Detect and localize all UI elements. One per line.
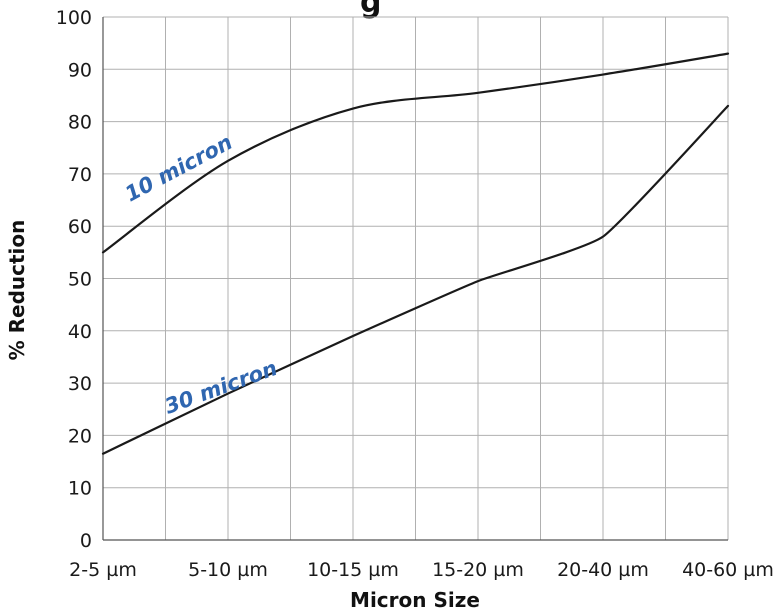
x-tick-label: 2-5 µm (69, 559, 137, 581)
x-tick-label: 10-15 µm (307, 559, 399, 581)
y-tick-label: 90 (68, 59, 92, 81)
series-line-10-micron (101, 52, 730, 254)
x-tick-label: 20-40 µm (557, 559, 649, 581)
y-tick-label: 0 (80, 530, 92, 552)
y-tick-label: 20 (68, 425, 92, 447)
y-tick-label: 80 (68, 112, 92, 134)
grid (103, 16, 729, 540)
y-tick-label: 100 (56, 7, 92, 29)
series-label-30-micron: 30 micron (162, 356, 281, 419)
y-tick-label: 70 (68, 164, 92, 186)
y-tick-label: 40 (68, 321, 92, 343)
y-tick-label: 10 (68, 478, 92, 500)
series-lines (101, 52, 730, 455)
y-tick-label: 60 (68, 216, 92, 238)
x-tick-label: 15-20 µm (432, 559, 524, 581)
x-tick-label: 5-10 µm (188, 559, 268, 581)
x-axis-title: Micron Size (350, 588, 480, 612)
y-tick-label: 50 (68, 269, 92, 291)
chart-title-fragment: g (360, 0, 381, 20)
series-line-30-micron (101, 104, 730, 455)
x-tick-label: 40-60 µm (682, 559, 774, 581)
y-tick-label: 30 (68, 373, 92, 395)
y-axis-title: % Reduction (5, 220, 29, 361)
tick-labels: 0 10 20 30 40 50 60 70 80 90 100 2-5 µm 5-10 µm 10-15… (56, 7, 774, 581)
